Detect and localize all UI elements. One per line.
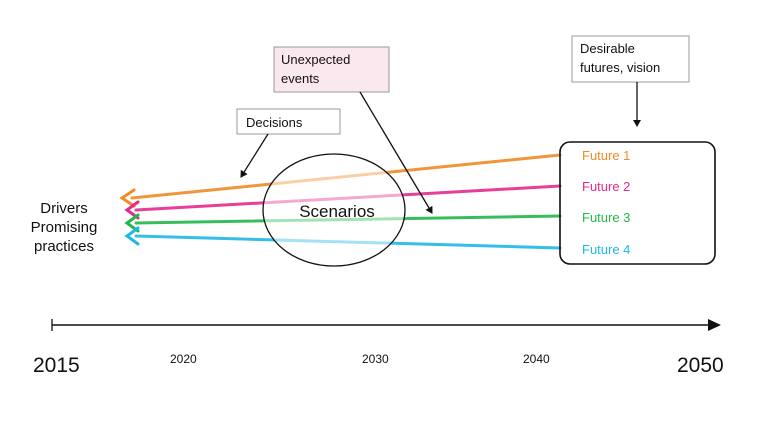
timeline-tick-2020: 2020 — [170, 352, 197, 366]
promising-label: Promising — [31, 219, 98, 236]
future-3-arrowhead — [124, 213, 140, 233]
unexpected-label-line2: events — [281, 71, 320, 86]
practices-label: practices — [34, 238, 94, 255]
future-2-arrowhead — [124, 200, 140, 220]
timeline-start-label: 2015 — [33, 354, 80, 377]
future-1-arrowhead — [119, 188, 136, 208]
desirable-label-line1: Desirable — [580, 41, 635, 56]
future-4-arrowhead — [124, 226, 140, 246]
unexpected-arrow — [359, 91, 433, 214]
drivers-label: Drivers — [40, 200, 88, 217]
scenarios-label: Scenarios — [299, 202, 375, 221]
future-3-label: Future 3 — [582, 210, 630, 225]
futures-box — [559, 141, 716, 265]
future-2-label: Future 2 — [582, 179, 630, 194]
decisions-box — [236, 108, 341, 135]
decisions-label: Decisions — [246, 115, 303, 130]
timeline-arrowhead — [708, 319, 721, 331]
unexpected-label-line1: Unexpected — [281, 52, 350, 67]
timeline-end-label: 2050 — [677, 354, 724, 377]
scenarios-ellipse — [262, 153, 406, 267]
future-4-label: Future 4 — [582, 242, 630, 257]
decisions-arrow — [240, 133, 269, 178]
future-1-label: Future 1 — [582, 148, 630, 163]
desirable-label-line2: futures, vision — [580, 60, 660, 75]
unexpected-events-box — [273, 46, 390, 93]
timeline — [51, 319, 721, 331]
desirable-futures-box — [571, 35, 690, 83]
timeline-tick-2040: 2040 — [523, 352, 550, 366]
timeline-tick-2030: 2030 — [362, 352, 389, 366]
